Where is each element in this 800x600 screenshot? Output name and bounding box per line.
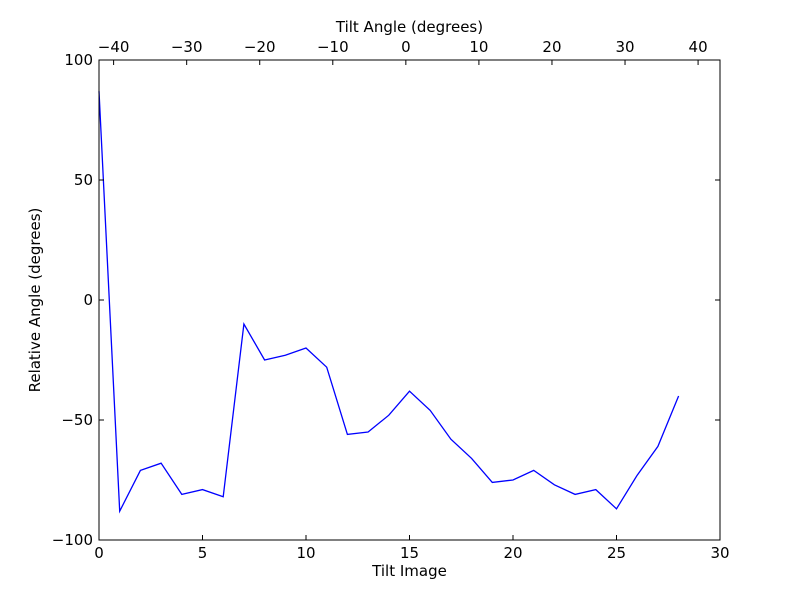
top-x-tick-label: 30 bbox=[615, 38, 634, 56]
top-x-tick-label: 0 bbox=[401, 38, 411, 56]
top-x-tick-label: 40 bbox=[689, 38, 708, 56]
x-tick-label: 10 bbox=[296, 544, 315, 562]
top-x-axis-label: Tilt Angle (degrees) bbox=[335, 18, 483, 36]
y-tick-label: 50 bbox=[74, 171, 93, 189]
x-tick-label: 30 bbox=[710, 544, 729, 562]
top-x-tick-label: −20 bbox=[244, 38, 276, 56]
series-line-0 bbox=[98, 91, 680, 514]
y-tick-label: −50 bbox=[61, 411, 93, 429]
x-tick-label: 15 bbox=[400, 544, 419, 562]
top-x-tick-label: −40 bbox=[98, 38, 130, 56]
top-x-tick-label: 10 bbox=[469, 38, 488, 56]
y-tick-label: 100 bbox=[64, 51, 93, 69]
series-layer bbox=[98, 91, 680, 514]
y-tick-label: 0 bbox=[83, 291, 93, 309]
top-x-tick-label: −30 bbox=[171, 38, 203, 56]
y-tick-label: −100 bbox=[52, 531, 93, 549]
x-axis-label: Tilt Image bbox=[371, 562, 447, 580]
x-tick-label: 20 bbox=[503, 544, 522, 562]
plot-frame bbox=[98, 59, 721, 541]
top-x-tick-label: 20 bbox=[542, 38, 561, 56]
x-tick-label: 5 bbox=[198, 544, 208, 562]
x-tick-label: 25 bbox=[607, 544, 626, 562]
y-axis-label: Relative Angle (degrees) bbox=[26, 208, 44, 393]
top-x-tick-label: −10 bbox=[317, 38, 349, 56]
plot-area bbox=[99, 60, 720, 540]
x-tick-label: 0 bbox=[94, 544, 104, 562]
